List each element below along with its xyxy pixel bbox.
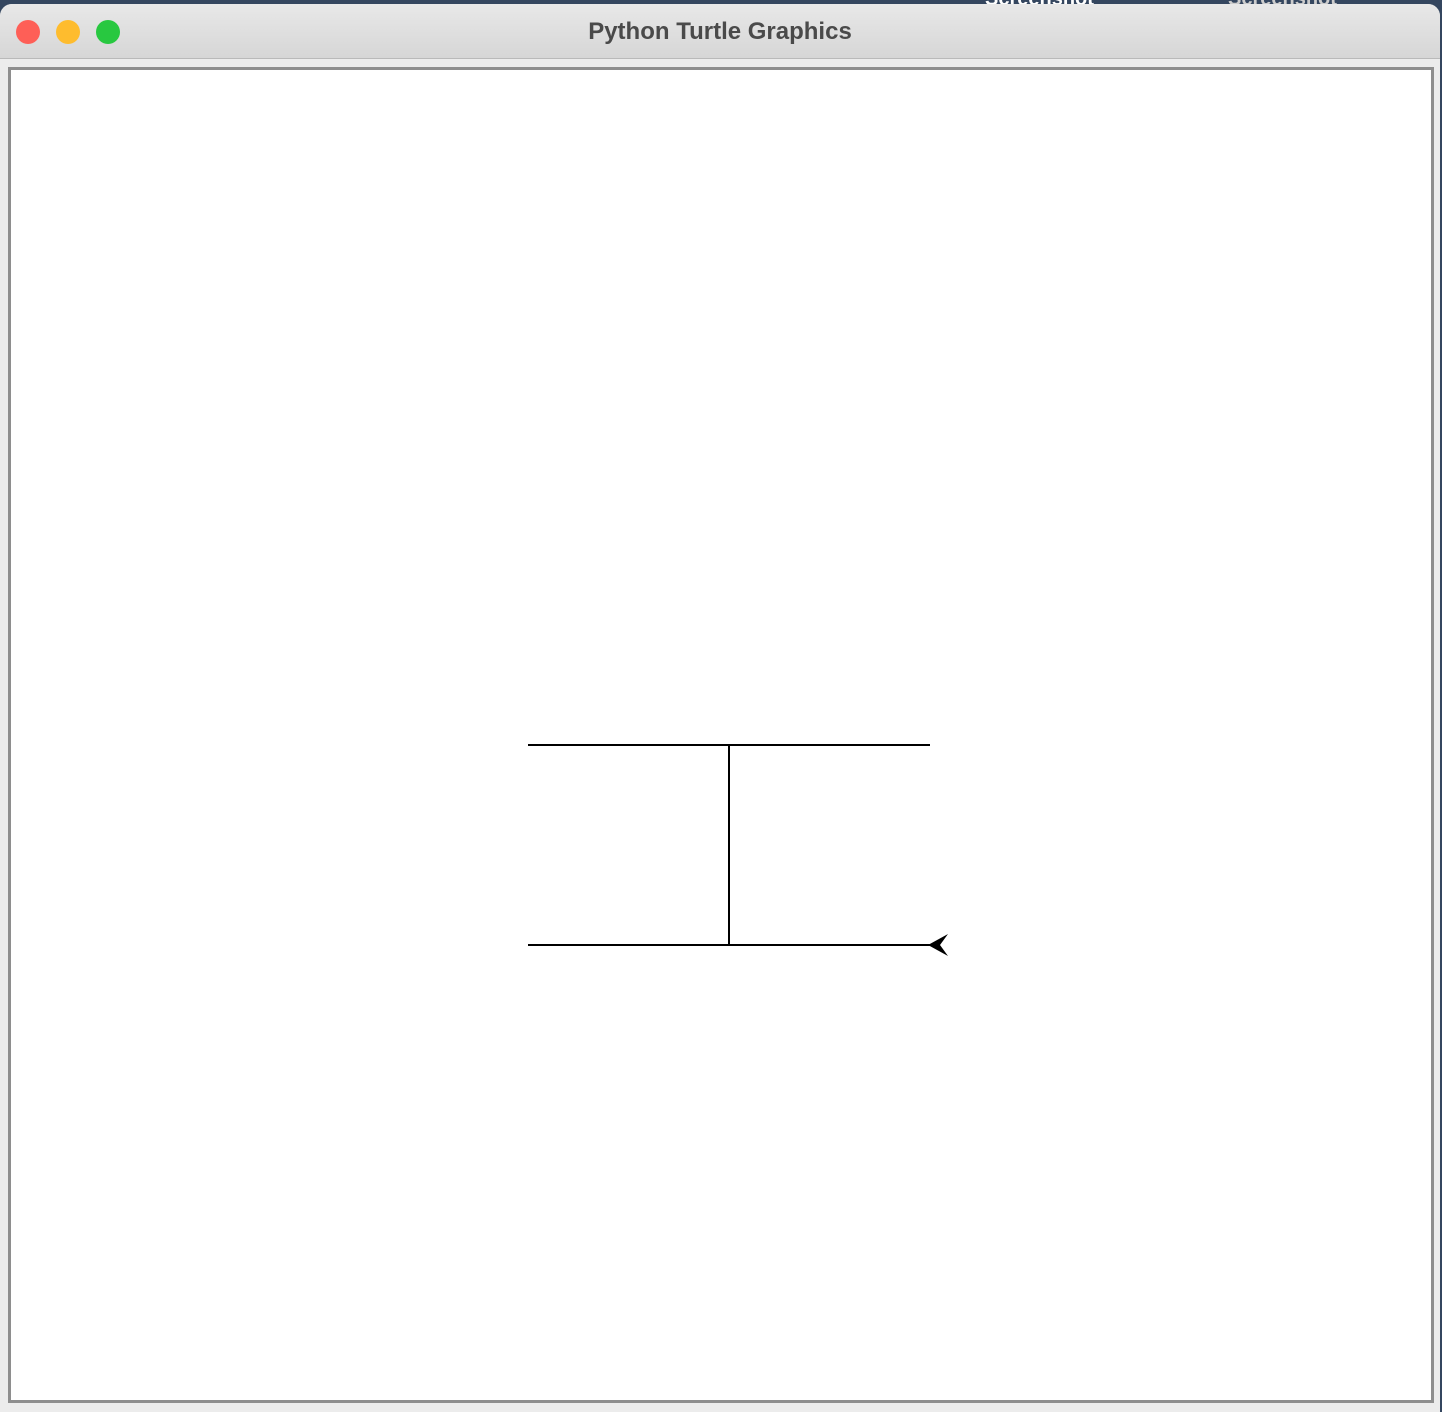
window: Python Turtle Graphics (0, 4, 1440, 1412)
close-button[interactable] (16, 20, 40, 44)
turtle-canvas (8, 67, 1434, 1403)
zoom-button[interactable] (96, 20, 120, 44)
turtle-cursor (928, 934, 948, 956)
minimize-button[interactable] (56, 20, 80, 44)
drawing (528, 744, 948, 956)
window-title: Python Turtle Graphics (588, 18, 852, 45)
title-bar: Python Turtle Graphics (0, 4, 1440, 59)
